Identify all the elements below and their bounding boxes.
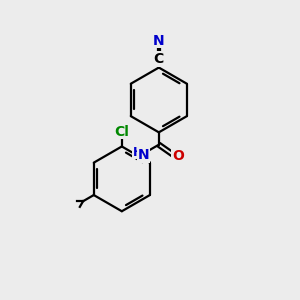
- Text: N: N: [138, 148, 149, 162]
- Text: H: H: [133, 146, 143, 159]
- Text: Cl: Cl: [114, 125, 129, 139]
- Text: N: N: [153, 34, 165, 48]
- Text: C: C: [154, 52, 164, 66]
- Text: O: O: [172, 149, 184, 163]
